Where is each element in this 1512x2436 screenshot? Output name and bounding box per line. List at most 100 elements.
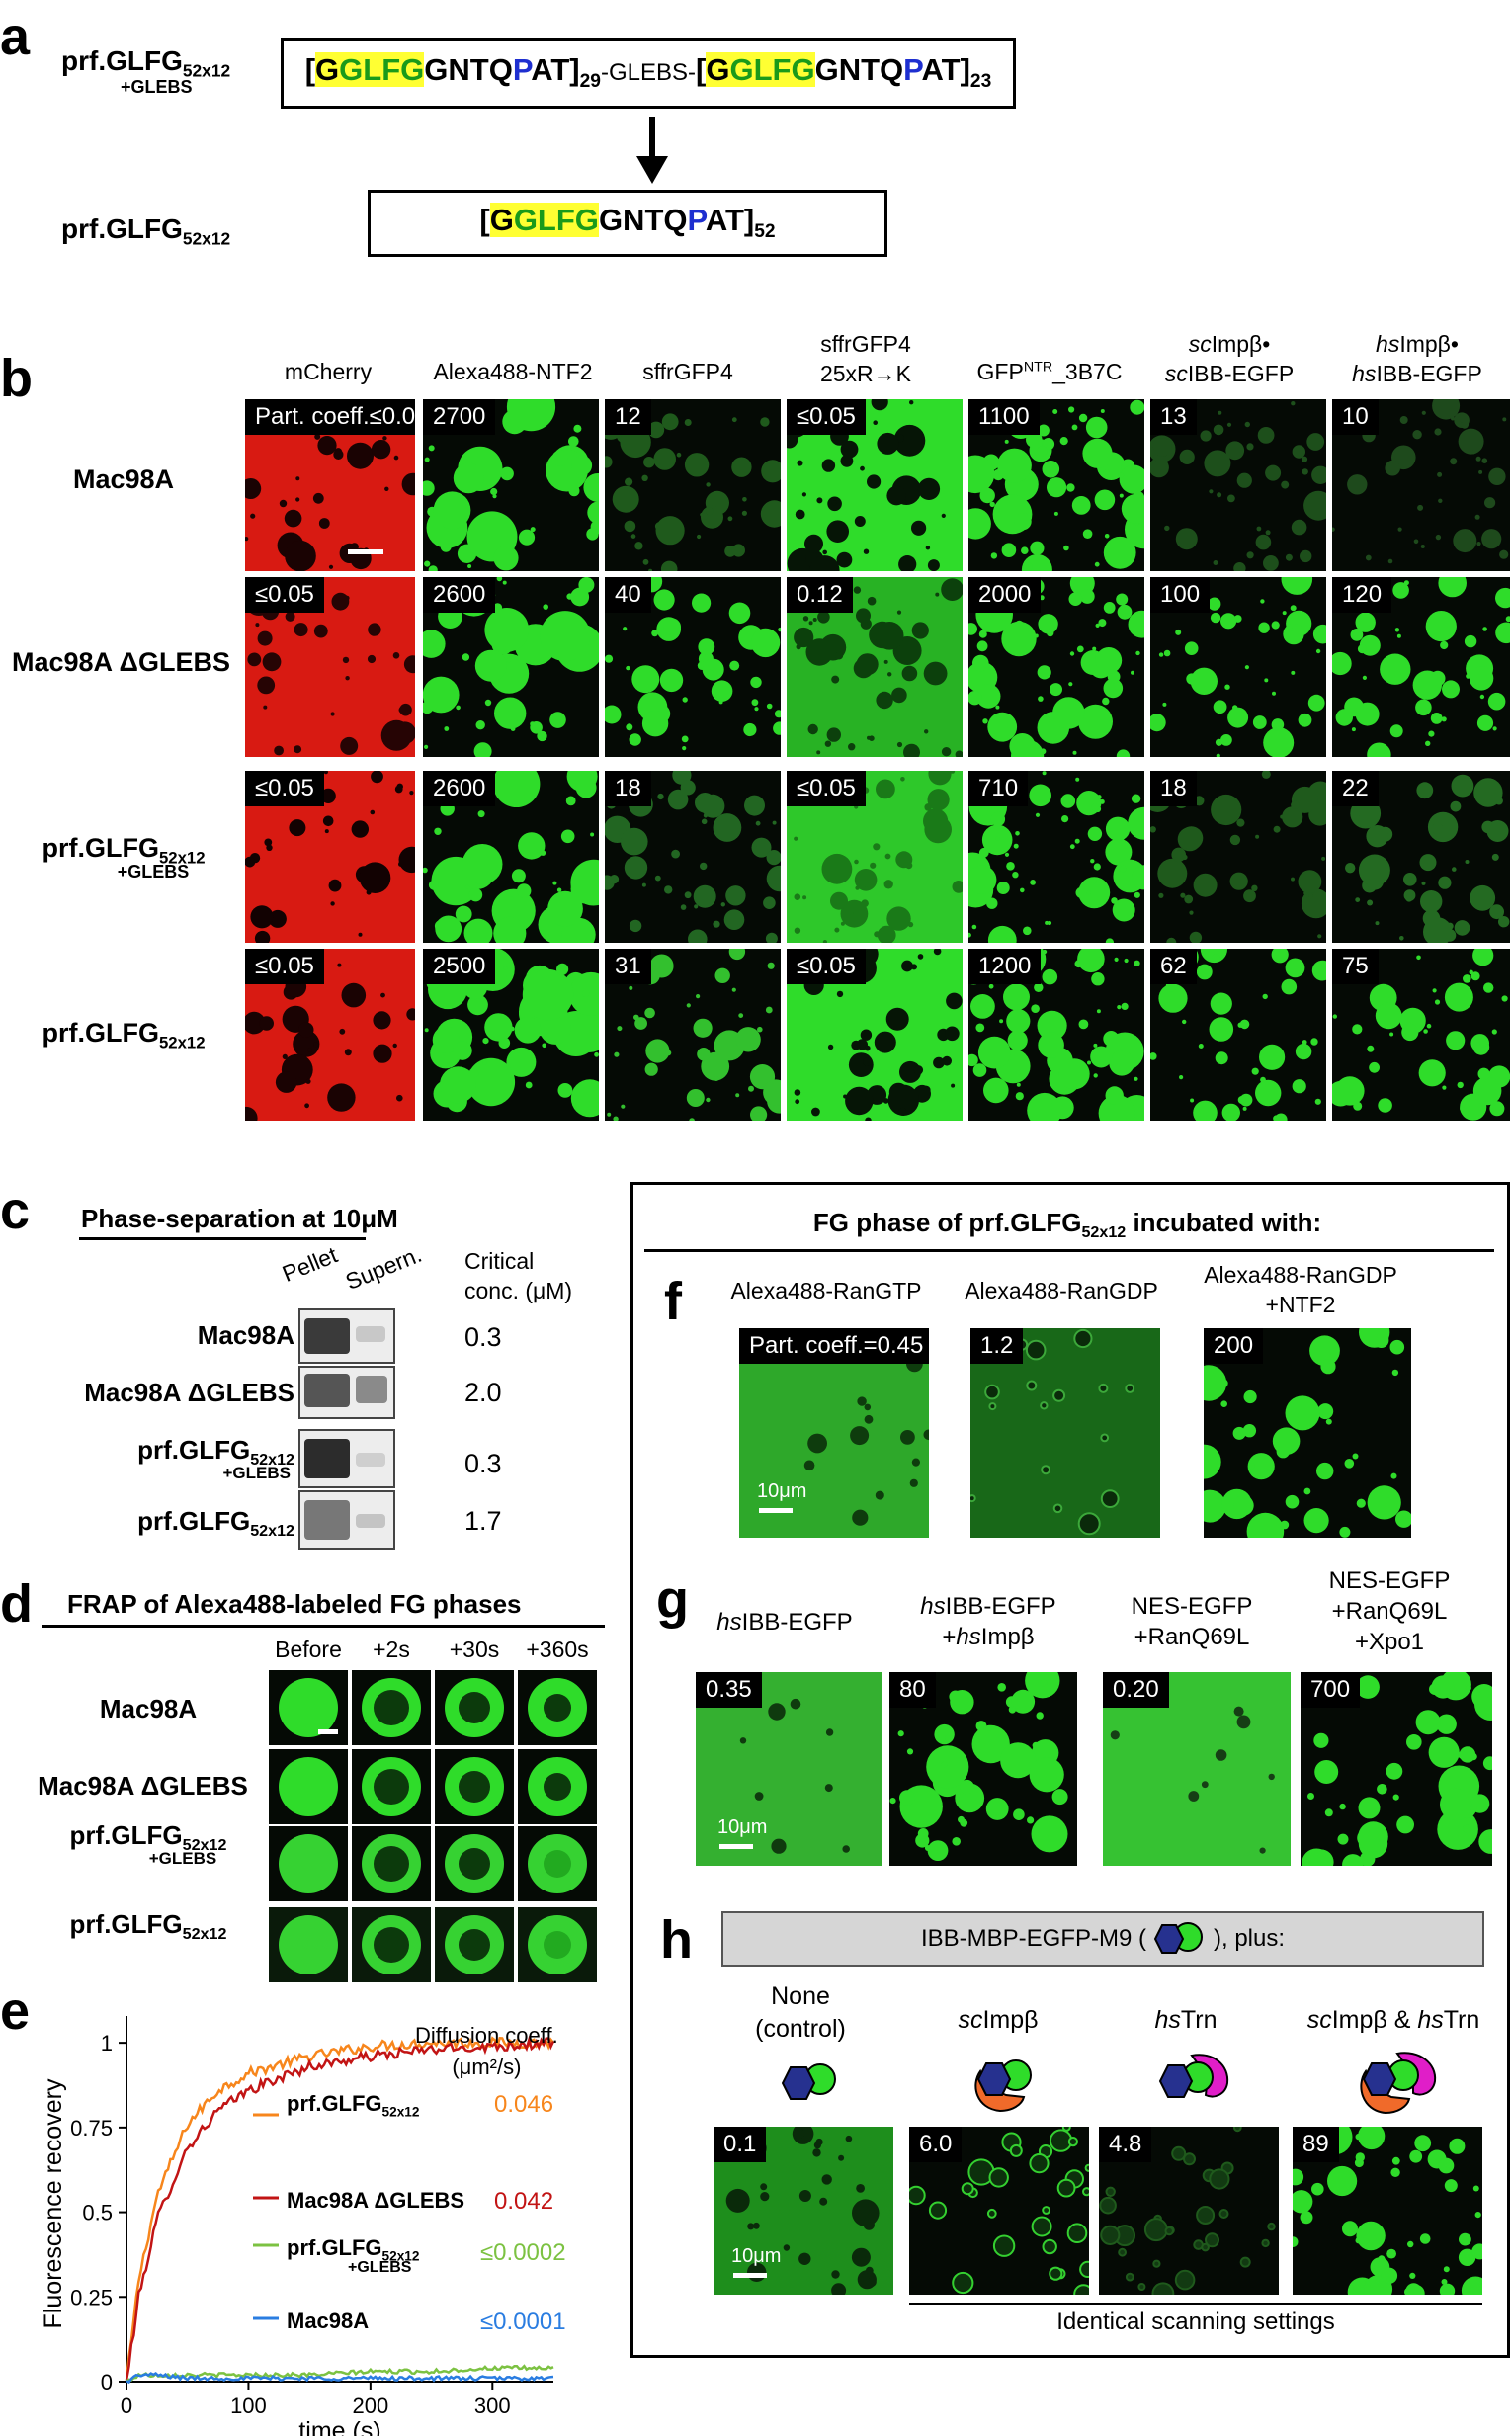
e-legend-s4: Mac98A	[287, 2309, 370, 2333]
g-tile-3-value: 0.20	[1103, 1672, 1169, 1708]
e-legend-s1: prf.GLFG52x12	[287, 2091, 420, 2120]
b-tile-r2-c4-value: 0.12	[787, 577, 853, 613]
b-tile-r1-c1-value: Part. coeff.≤0.05	[245, 399, 415, 435]
d-row-prf-glebs: prf.GLFG52x12 +GLEBS	[69, 1820, 227, 1869]
b-tile-r2-c6-value: 100	[1150, 577, 1211, 613]
b-tile-r1-c1: Part. coeff.≤0.05	[245, 399, 415, 571]
b-tile-r4-c3: 31	[605, 949, 781, 1121]
h-icon-scimpb	[974, 2059, 1032, 2113]
b-tile-r4-c6-value: 62	[1150, 949, 1197, 984]
c-value-3: 1.7	[464, 1506, 502, 1536]
b-tile-r3-c4-value: ≤0.05	[787, 771, 866, 806]
h-icon-both	[1360, 2052, 1437, 2115]
col-head-hs-impb: hsImpβ• hsIBB-EGFP	[1352, 331, 1482, 386]
g-tile-2-value: 80	[889, 1672, 936, 1708]
col-head-ntf2: Alexa488-NTF2	[433, 359, 593, 384]
d-tile-r3-c4	[518, 1826, 597, 1901]
h-tile-3: 4.8	[1099, 2127, 1279, 2295]
panel-label-d: d	[0, 1574, 33, 1634]
b-tile-r4-c5: 1200	[968, 949, 1144, 1121]
d-tile-r2-c4	[518, 1749, 597, 1824]
row-head-prf: prf.GLFG52x12	[42, 1018, 206, 1052]
b-tile-r2-c3: 40	[605, 577, 781, 757]
g-head-1: hsIBB-EGFP	[716, 1609, 853, 1636]
b-tile-r2-c7: 120	[1332, 577, 1510, 757]
col-head-mcherry: mCherry	[284, 359, 373, 384]
b-tile-r3-c5: 710	[968, 771, 1144, 943]
b-tile-r3-c2-value: 2600	[423, 771, 496, 806]
b-tile-r4-c1-value: ≤0.05	[245, 949, 324, 984]
b-tile-r2-c1-value: ≤0.05	[245, 577, 324, 613]
d-row-mac98a-dglebs: Mac98A ΔGLEBS	[38, 1771, 248, 1801]
d-row-prf: prf.GLFG52x12	[69, 1909, 227, 1944]
series-line-4	[126, 2371, 554, 2385]
b-tile-r2-c6: 100	[1150, 577, 1326, 757]
x-tick-label: 0	[121, 2394, 132, 2418]
b-tile-r3-c1-value: ≤0.05	[245, 771, 324, 806]
e-legend-s3: prf.GLFG52x12 +GLEBS	[287, 2235, 420, 2277]
b-tile-r3-c7: 22	[1332, 771, 1510, 943]
col-head-gfp-ntr: GFPNTR_3B7C	[976, 359, 1123, 384]
h-banner: IBB-MBP-EGFP-M9 ( ), plus:	[721, 1911, 1484, 1967]
b-tile-r3-c1: ≤0.05	[245, 771, 415, 943]
b-tile-r4-c6: 62	[1150, 949, 1326, 1121]
right-panel-title: FG phase of prf.GLFG52x12 incubated with…	[812, 1208, 1322, 1242]
h-tile-2-value: 6.0	[909, 2127, 963, 2162]
b-tile-r1-c3-value: 12	[605, 399, 651, 435]
g-scale-bar	[719, 1844, 753, 1849]
b-tile-r3-c5-value: 710	[968, 771, 1029, 806]
b-tile-r2-c4: 0.12	[787, 577, 963, 757]
frap-time-30s: +30s	[449, 1637, 500, 1662]
panel-label-h: h	[660, 1910, 693, 1970]
b-tile-r1-c6: 13	[1150, 399, 1326, 571]
panel-label-c: c	[0, 1181, 31, 1240]
e-legend-s2: Mac98A ΔGLEBS	[287, 2188, 465, 2213]
frap-time-before: Before	[275, 1637, 342, 1662]
f-tile-3: 200	[1204, 1328, 1411, 1538]
b-tile-r4-c1: ≤0.05	[245, 949, 415, 1121]
right-panel-title-rule	[644, 1249, 1494, 1252]
b-tile-r2-c3-value: 40	[605, 577, 651, 613]
gel-lane-mac98a	[298, 1308, 395, 1364]
b-tile-r4-c2-value: 2500	[423, 949, 496, 984]
f-tile-2: 1.2	[970, 1328, 1160, 1538]
h-head-hstrn: hsTrn	[1154, 2006, 1218, 2034]
y-tick-label: 1	[101, 2031, 113, 2056]
c-row-prf: prf.GLFG52x12	[137, 1506, 294, 1541]
f-scale-bar-label: 10μm	[757, 1480, 807, 1502]
panel-a-top-sequence: [GGLFGGNTQPAT]29-GLEBS-[GGLFGGNTQPAT]23	[281, 38, 1016, 109]
b-tile-r4-c5-value: 1200	[968, 949, 1042, 984]
f-tile-2-value: 1.2	[970, 1328, 1024, 1364]
g-scale-bar-label: 10μm	[717, 1816, 768, 1838]
b-tile-r1-c2-value: 2700	[423, 399, 496, 435]
f-head-rangdp: Alexa488-RanGDP	[965, 1278, 1158, 1303]
h-tile-1: 0.1	[714, 2127, 893, 2295]
f-tile-3-value: 200	[1204, 1328, 1264, 1364]
panel-a-top-label: prf.GLFG52x12 +GLEBS	[61, 45, 231, 97]
d-tile-r1-c2	[352, 1670, 431, 1745]
col-head-sffrgfp4: sffrGFP4	[642, 359, 733, 384]
col-head-sc-impb: scImpβ• scIBB-EGFP	[1164, 331, 1295, 386]
panel-label-f: f	[664, 1272, 682, 1331]
g-tile-4: 700	[1301, 1672, 1492, 1866]
y-tick-label: 0	[101, 2370, 113, 2394]
h-head-scimpb: scImpβ	[958, 2006, 1039, 2034]
b-tile-r1-c7-value: 10	[1332, 399, 1379, 435]
b-tile-r4-c4-value: ≤0.05	[787, 949, 866, 984]
panel-label-g: g	[656, 1570, 689, 1630]
h-icon-control	[781, 2063, 836, 2100]
d-tile-r4-c3	[435, 1907, 514, 1982]
panel-c-title-rule	[79, 1237, 366, 1240]
recovery-chart: 0 0.25 0.5 0.75 1 0 100 200 300 time (s) Fluoresce…	[40, 2016, 555, 2436]
f-head-rangtp: Alexa488-RanGTP	[730, 1278, 922, 1303]
b-tile-r4-c2: 2500	[423, 949, 599, 1121]
panel-a-bottom-sequence: [GGLFGGNTQPAT]52	[368, 190, 887, 257]
g-head-4: NES-EGFP +RanQ69L +Xpo1	[1328, 1567, 1451, 1656]
b-tile-r2-c5: 2000	[968, 577, 1144, 757]
c-value-0: 0.3	[464, 1322, 502, 1352]
h-footer-rule	[909, 2303, 1482, 2305]
h-tile-1-value: 0.1	[714, 2127, 767, 2162]
e-legend-header: Diffusion coeff. (μm²/s)	[415, 2023, 558, 2079]
d-scale-bar	[318, 1729, 338, 1734]
g-tile-1-value: 0.35	[696, 1672, 762, 1708]
